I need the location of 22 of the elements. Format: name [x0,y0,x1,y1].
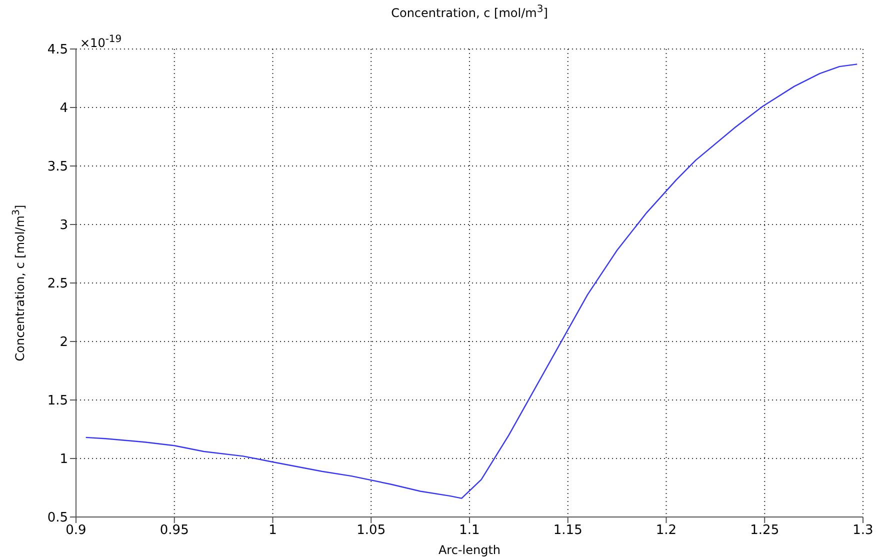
x-tick-label: 1.3 [852,523,874,538]
line-series [85,64,858,499]
y-tick-label: 2.5 [47,276,68,292]
x-tick-label: 0.9 [66,523,86,538]
x-tick-label: 0.95 [160,523,189,538]
y-tick-label: 1.5 [47,394,68,409]
x-tick-label: 1.25 [750,523,780,538]
y-tick-label: 3 [60,218,68,234]
y-tick-label: 4 [60,101,68,116]
x-tick-label: 1.15 [553,523,582,538]
y-tick-label: 3.5 [47,160,68,175]
x-axis-title: Arc-length [438,543,501,557]
y-tick-label: 0.5 [47,510,68,526]
y-tick-label: 4.5 [47,42,68,58]
x-tick-label: 1.05 [356,523,386,538]
x-tick-label: 1.2 [656,523,677,538]
y-tick-label: 2 [60,335,68,350]
chart-title: Concentration, c [mol/m$^{3}$] [390,4,549,20]
y-tick-label: 1 [60,452,68,468]
x-tick-label: 1 [268,523,277,538]
x-tick-label: 1.1 [459,523,480,538]
annotation: ×10$^{-19}$ [80,34,122,50]
